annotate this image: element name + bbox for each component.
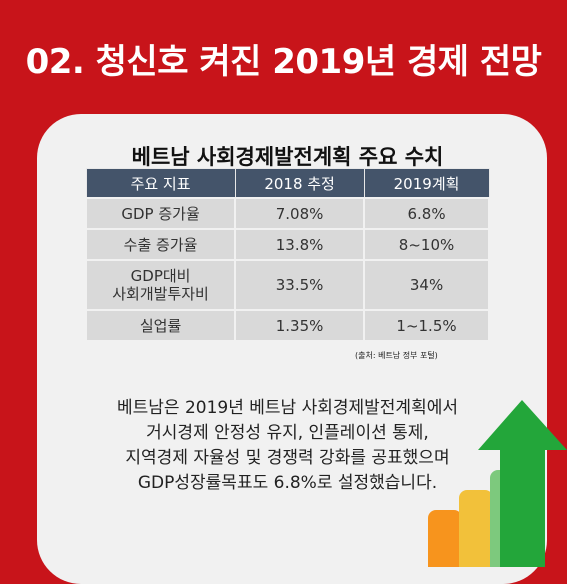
column-header-indicator: 주요 지표 bbox=[85, 168, 236, 199]
growth-arrow-icon bbox=[478, 400, 567, 567]
bar-graph-icon bbox=[459, 490, 493, 567]
table-header-row: 주요 지표 2018 추정 2019계획 bbox=[85, 168, 490, 199]
indicator-line: 사회개발투자비 bbox=[112, 285, 209, 303]
indicator-cell: 수출 증가율 bbox=[84, 228, 237, 261]
value-2018-cell: 1.35% bbox=[234, 309, 366, 342]
column-header-2018: 2018 추정 bbox=[234, 168, 365, 199]
value-2019-cell: 6.8% bbox=[363, 197, 490, 230]
value-2018-cell: 7.08% bbox=[234, 197, 366, 230]
body-line: 베트남은 2019년 베트남 사회경제발전계획에서 bbox=[117, 398, 458, 418]
value-2019-cell: 1~1.5% bbox=[363, 309, 490, 342]
value-2018-cell: 33.5% bbox=[234, 259, 366, 311]
page-title: 02. 청신호 켜진 2019년 경제 전망 bbox=[25, 42, 542, 82]
bar-graph-icon bbox=[428, 510, 462, 567]
table-row: 수출 증가율 13.8% 8~10% bbox=[84, 228, 490, 261]
column-header-2019: 2019계획 bbox=[363, 168, 490, 199]
indicator-cell: 실업률 bbox=[84, 309, 237, 342]
value-2019-cell: 34% bbox=[363, 259, 490, 311]
body-line: 거시경제 안정성 유지, 인플레이션 통제, bbox=[146, 423, 429, 443]
table-row: GDP 증가율 7.08% 6.8% bbox=[84, 197, 490, 230]
body-paragraph: 베트남은 2019년 베트남 사회경제발전계획에서 거시경제 안정성 유지, 인… bbox=[50, 396, 525, 496]
body-line: GDP성장률목표도 6.8%로 설정했습니다. bbox=[137, 473, 438, 493]
source-note: (출처: 베트남 정부 포털) bbox=[355, 351, 438, 360]
indicator-cell: GDP 증가율 bbox=[84, 197, 237, 230]
indicator-table: 주요 지표 2018 추정 2019계획 GDP 증가율 7.08% 6.8% … bbox=[84, 168, 490, 342]
value-2018-cell: 13.8% bbox=[234, 228, 366, 261]
indicator-cell: GDP대비 사회개발투자비 bbox=[84, 259, 237, 311]
body-line: 지역경제 자율성 및 경쟁력 강화를 공표했으며 bbox=[125, 448, 450, 468]
value-2019-cell: 8~10% bbox=[363, 228, 490, 261]
indicator-line: GDP대비 bbox=[130, 267, 191, 285]
table-title: 베트남 사회경제발전계획 주요 수치 bbox=[131, 145, 444, 169]
table-row: 실업률 1.35% 1~1.5% bbox=[84, 309, 490, 342]
table-row: GDP대비 사회개발투자비 33.5% 34% bbox=[84, 259, 490, 311]
